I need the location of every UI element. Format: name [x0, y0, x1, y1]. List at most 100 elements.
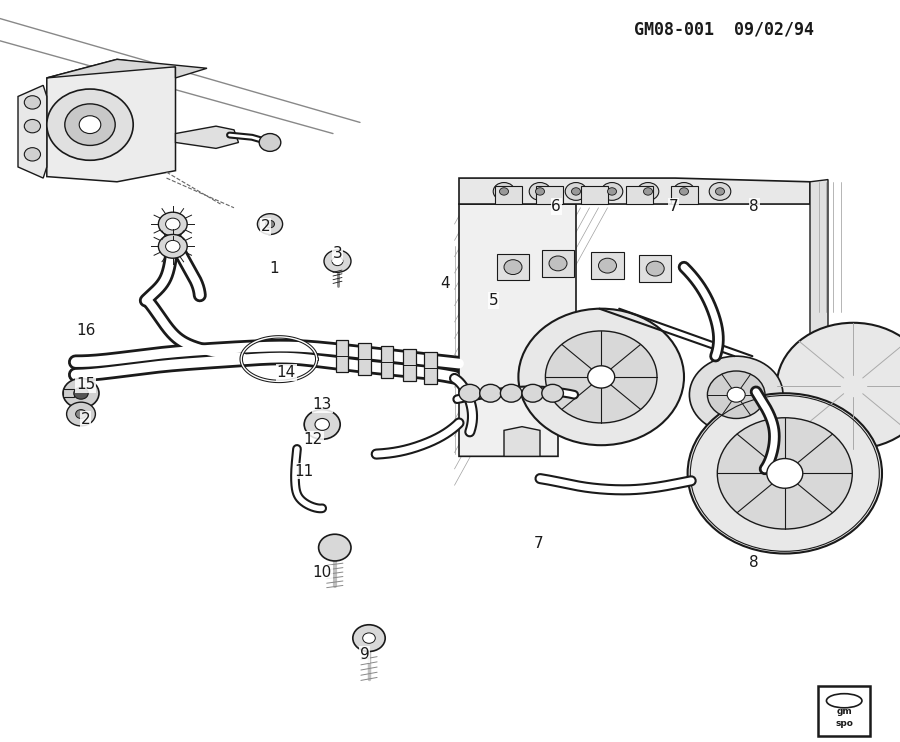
Text: 15: 15	[76, 377, 95, 392]
Circle shape	[500, 188, 508, 195]
Circle shape	[24, 119, 40, 133]
Circle shape	[363, 633, 375, 643]
Text: spo: spo	[835, 720, 853, 729]
Bar	[536, 186, 562, 204]
Circle shape	[67, 402, 95, 426]
Circle shape	[353, 625, 385, 651]
Circle shape	[727, 387, 745, 402]
Polygon shape	[810, 180, 828, 479]
Text: 6: 6	[552, 199, 561, 214]
Text: 8: 8	[750, 199, 759, 214]
Text: 13: 13	[312, 397, 332, 412]
Circle shape	[259, 134, 281, 151]
Text: 7: 7	[669, 199, 678, 214]
Text: 4: 4	[441, 276, 450, 291]
Circle shape	[266, 220, 274, 228]
Circle shape	[480, 384, 501, 402]
Polygon shape	[63, 389, 74, 397]
Circle shape	[689, 356, 783, 433]
Circle shape	[717, 418, 852, 529]
Circle shape	[777, 323, 900, 449]
Bar	[424, 352, 436, 384]
Bar	[403, 349, 416, 381]
Circle shape	[601, 183, 623, 200]
Circle shape	[716, 188, 724, 195]
Bar	[591, 252, 624, 279]
Text: 1: 1	[270, 261, 279, 276]
Bar	[639, 255, 671, 282]
Circle shape	[707, 371, 765, 418]
Circle shape	[24, 148, 40, 161]
Bar	[626, 186, 652, 204]
Circle shape	[673, 183, 695, 200]
Text: 3: 3	[333, 246, 342, 261]
Circle shape	[709, 183, 731, 200]
Bar	[336, 340, 348, 372]
Circle shape	[76, 410, 86, 418]
Circle shape	[545, 331, 657, 423]
Text: GM08-001  09/02/94: GM08-001 09/02/94	[634, 21, 814, 39]
Circle shape	[319, 534, 351, 561]
Circle shape	[522, 384, 544, 402]
Circle shape	[680, 188, 688, 195]
Circle shape	[166, 218, 180, 230]
Circle shape	[304, 410, 340, 439]
Circle shape	[459, 384, 481, 402]
Text: 2: 2	[81, 412, 90, 427]
Bar	[497, 254, 529, 280]
Text: 5: 5	[489, 293, 498, 308]
Circle shape	[646, 261, 664, 276]
Circle shape	[767, 459, 803, 488]
Bar	[495, 186, 522, 204]
Bar	[670, 186, 698, 204]
Circle shape	[79, 116, 101, 134]
Text: 14: 14	[276, 365, 296, 380]
Circle shape	[644, 188, 652, 195]
Circle shape	[47, 89, 133, 160]
Bar	[358, 343, 371, 375]
Circle shape	[24, 96, 40, 109]
Bar	[381, 346, 393, 378]
Text: 7: 7	[534, 536, 543, 551]
Bar	[580, 186, 608, 204]
Polygon shape	[18, 85, 47, 178]
Circle shape	[518, 309, 684, 445]
Circle shape	[158, 234, 187, 258]
Text: 9: 9	[360, 647, 369, 662]
Text: gm: gm	[836, 707, 852, 716]
Text: 8: 8	[750, 555, 759, 570]
Polygon shape	[459, 204, 576, 456]
Circle shape	[315, 418, 329, 430]
Text: 11: 11	[294, 464, 314, 479]
Polygon shape	[176, 126, 238, 148]
Text: 16: 16	[76, 323, 95, 338]
Bar	[542, 250, 574, 277]
Circle shape	[588, 366, 615, 388]
Circle shape	[493, 183, 515, 200]
Circle shape	[166, 240, 180, 252]
Circle shape	[598, 258, 616, 273]
Circle shape	[332, 257, 343, 266]
Circle shape	[504, 260, 522, 275]
Circle shape	[536, 188, 544, 195]
Circle shape	[257, 214, 283, 234]
Polygon shape	[504, 427, 540, 456]
Circle shape	[63, 378, 99, 408]
Circle shape	[565, 183, 587, 200]
Polygon shape	[47, 59, 207, 78]
Circle shape	[688, 393, 882, 554]
Text: 2: 2	[261, 219, 270, 234]
Circle shape	[304, 415, 328, 434]
Circle shape	[542, 384, 563, 402]
Polygon shape	[459, 178, 810, 204]
Text: 10: 10	[312, 565, 332, 580]
Circle shape	[637, 183, 659, 200]
Polygon shape	[47, 59, 176, 182]
Circle shape	[65, 104, 115, 145]
Circle shape	[324, 250, 351, 272]
Circle shape	[572, 188, 580, 195]
Text: 12: 12	[303, 432, 323, 447]
Circle shape	[74, 387, 88, 399]
Ellipse shape	[826, 694, 862, 708]
Circle shape	[529, 183, 551, 200]
